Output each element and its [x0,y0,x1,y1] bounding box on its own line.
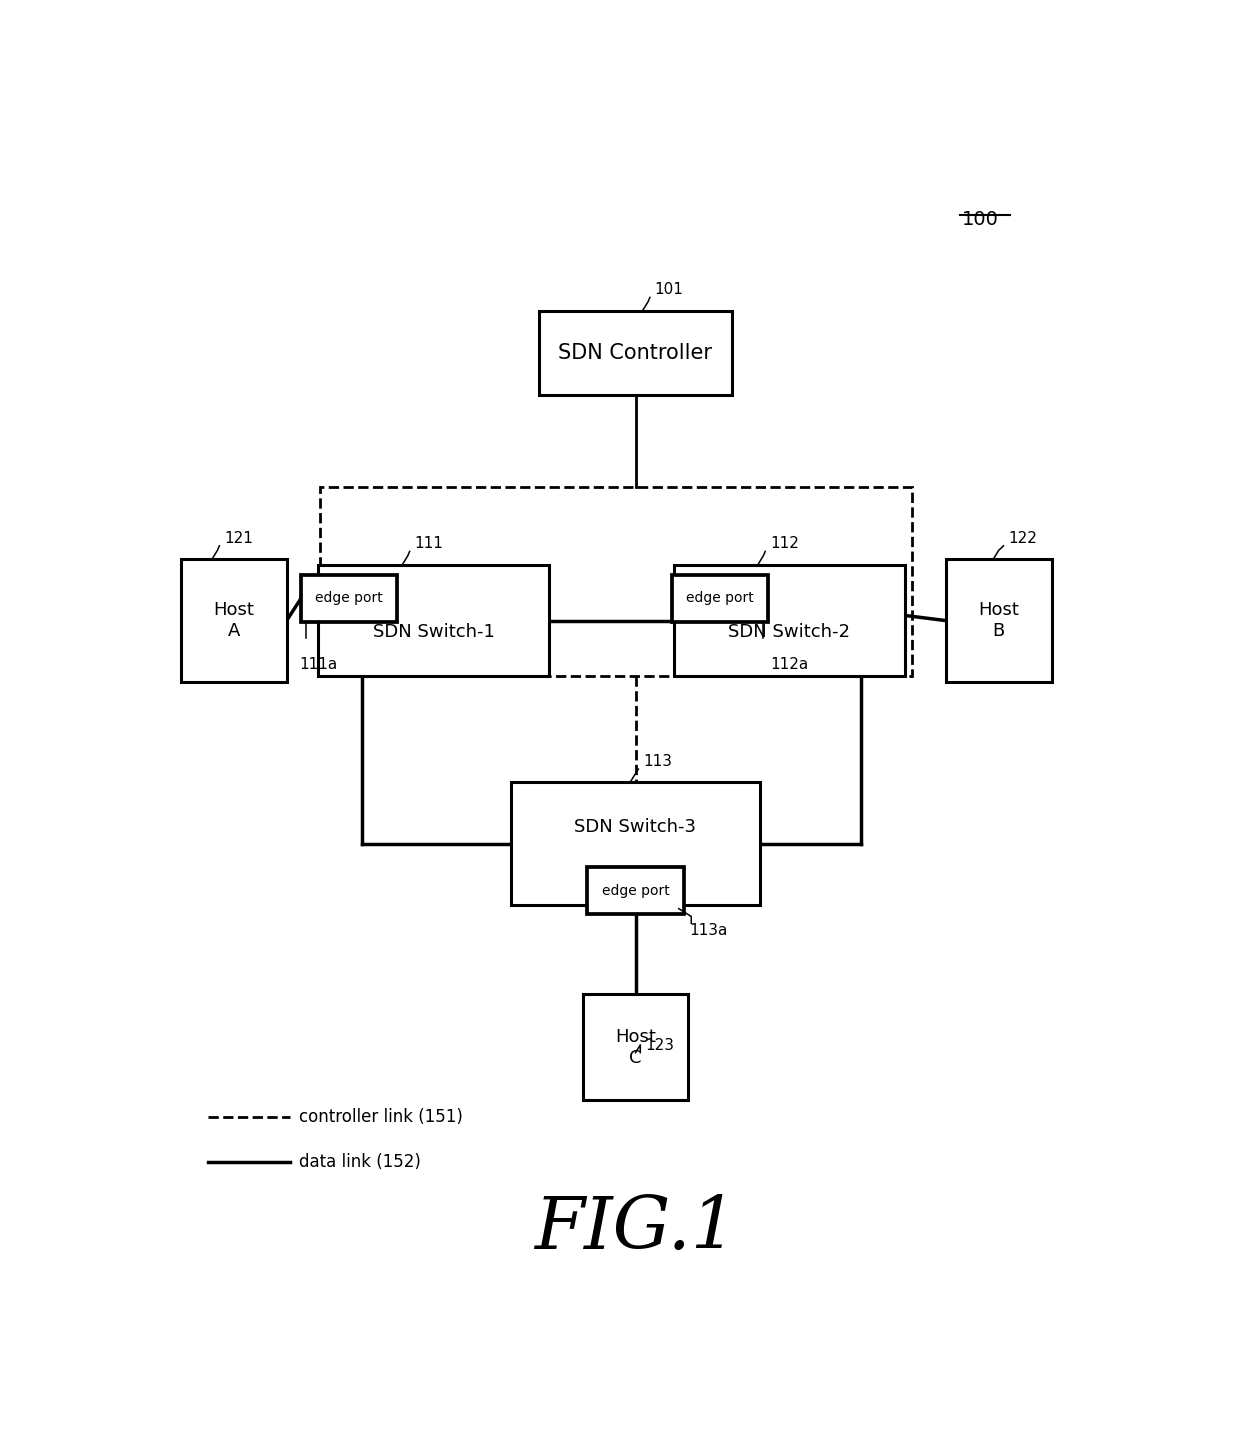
Text: 113: 113 [644,754,672,768]
Text: 101: 101 [655,283,683,297]
FancyBboxPatch shape [672,574,768,622]
Text: SDN Switch-1: SDN Switch-1 [373,622,495,641]
FancyBboxPatch shape [675,566,905,677]
Text: 100: 100 [962,210,999,229]
Text: controller link (151): controller link (151) [299,1108,463,1127]
FancyBboxPatch shape [511,783,760,905]
FancyBboxPatch shape [181,560,286,682]
Text: 111: 111 [414,536,444,551]
Text: 112a: 112a [770,657,808,673]
FancyBboxPatch shape [539,310,732,394]
FancyBboxPatch shape [319,566,549,677]
Text: 112: 112 [770,536,799,551]
Text: edge port: edge port [686,592,754,605]
FancyBboxPatch shape [301,574,397,622]
FancyBboxPatch shape [946,560,1052,682]
Text: edge port: edge port [315,592,383,605]
Text: SDN Switch-2: SDN Switch-2 [728,622,851,641]
Text: edge port: edge port [601,884,670,898]
Text: 123: 123 [645,1038,675,1053]
Text: 122: 122 [1008,531,1037,545]
FancyBboxPatch shape [588,867,683,915]
Text: data link (152): data link (152) [299,1153,422,1172]
Text: 111a: 111a [299,657,337,673]
Text: Host
B: Host B [978,602,1019,639]
Text: 121: 121 [224,531,253,545]
FancyBboxPatch shape [583,995,688,1101]
Text: SDN Switch-3: SDN Switch-3 [574,818,697,837]
Text: Host
C: Host C [615,1028,656,1067]
Text: 113a: 113a [689,924,728,938]
Text: SDN Controller: SDN Controller [558,342,713,362]
Text: Host
A: Host A [213,602,254,639]
Text: FIG.1: FIG.1 [534,1193,737,1264]
